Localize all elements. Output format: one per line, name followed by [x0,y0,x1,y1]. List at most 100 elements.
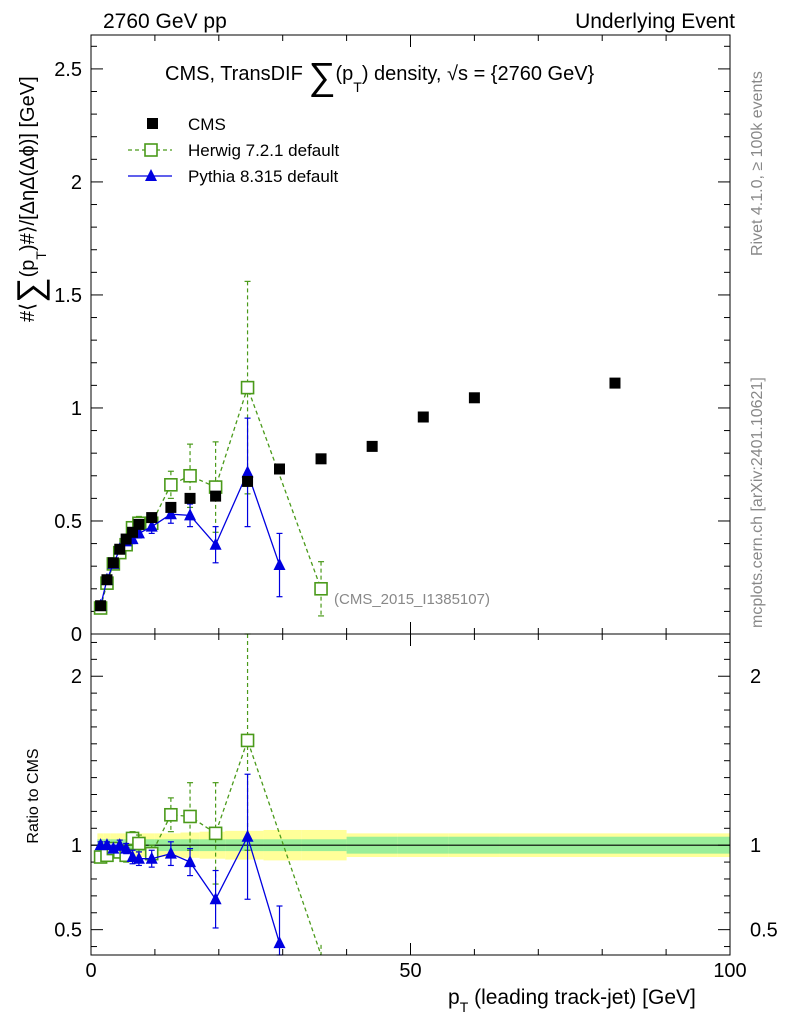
x-tick-label: 50 [399,960,421,982]
main-point-cms [468,392,480,404]
ratio-point-pythia [209,892,222,905]
main-series-cms [95,377,621,612]
main-point-cms [366,440,378,452]
xlabel-rest: (leading track-jet) [GeV] [468,986,696,1009]
ratio-point-pythia [113,838,126,851]
x-tick-label: 100 [713,960,746,982]
svg-text:#⟨∑(pT)#⟩/[ΔηΔ(Δϕ)] [GeV]: #⟨∑(pT)#⟩/[ΔηΔ(Δϕ)] [GeV] [9,76,50,322]
ylabel-subscript: T [33,251,49,260]
data-series [93,280,621,956]
xlabel-subscript: T [460,999,469,1015]
main-point-herwig [314,581,328,596]
x-tick-label: 0 [85,960,96,982]
main-point-cms [114,543,126,555]
main-point-pythia [209,537,222,550]
legend-marker-herwig [144,143,158,157]
legend-marker-cms [147,118,158,129]
svg-text:CMS, TransDIF ∑(pT) density, √: CMS, TransDIF ∑(pT) density, √s = {2760 … [165,56,595,98]
ratio-point-herwig [208,826,223,841]
main-point-cms [609,377,621,389]
main-point-cms [417,411,429,423]
ylabel-p: (p [17,260,39,278]
ratio-point-pythia [100,838,113,851]
main-point-cms [133,518,145,530]
ratio-y-tick-label-right: 1 [750,835,761,857]
ratio-point-pythia [241,829,254,842]
ratio-point-pythia [184,855,197,868]
title-prefix: CMS, TransDIF [165,63,308,85]
y-tick-label: 1.5 [54,285,82,307]
title-close: ) [362,63,369,85]
main-point-cms [242,475,254,487]
main-point-herwig [183,468,197,483]
y-tick-label: 1 [71,398,82,420]
x-axis-label: pT (leading track-jet) [GeV] [448,986,696,1015]
title-p: (p [335,63,353,85]
header-right: Underlying Event [575,10,735,33]
legend-label-pythia: Pythia 8.315 default [188,167,339,186]
main-point-cms [274,463,286,475]
ylabel-sum-symbol: ∑ [9,277,50,303]
dataset-label: (CMS_2015_I1385107) [334,591,490,608]
ratio-y-axis-label: Ratio to CMS [25,748,42,843]
source-label: mcplots.cern.ch [arXiv:2401.10621] [749,377,766,628]
main-point-pythia [241,465,254,478]
ratio-point-pythia [145,851,158,864]
y-axis-label: #⟨∑(pT)#⟩/[ΔηΔ(Δϕ)] [GeV] [9,76,50,322]
svg-text:pT (leading track-jet) [GeV]: pT (leading track-jet) [GeV] [448,986,696,1015]
main-point-pythia [164,507,177,520]
legend-marker-pythia [145,169,157,181]
ratio-y-tick-label-right: 0.5 [750,920,778,942]
main-point-pythia [145,519,158,532]
ratio-point-pythia [120,841,133,854]
main-point-herwig [240,380,255,395]
ratio-plot-frame [90,633,731,956]
header-left: 2760 GeV pp [103,10,227,33]
title-suffix: density, √s = {2760 GeV} [368,63,594,85]
ratio-point-herwig [240,733,255,748]
ratio-y-tick-label-left: 0.5 [54,920,82,942]
title-sum-symbol: ∑ [308,56,335,98]
main-plot-frame [90,34,731,635]
legend-label-herwig: Herwig 7.2.1 default [188,141,339,160]
main-point-cms [210,490,222,502]
ratio-series-herwig [93,633,322,956]
ratio-point-herwig [183,809,197,824]
main-point-cms [95,600,107,612]
legend-label-cms: CMS [188,115,226,134]
main-point-pythia [184,508,197,521]
y-tick-label: 0.5 [54,511,82,533]
ratio-point-pythia [273,936,286,949]
main-point-cms [107,557,119,569]
ylabel-a: #⟨ [17,303,39,322]
plot-title: CMS, TransDIF ∑(pT) density, √s = {2760 … [165,56,595,98]
main-point-cms [127,526,139,538]
legend: CMS Herwig 7.2.1 default Pythia 8.315 de… [128,115,339,186]
y-tick-label: 2.5 [54,59,82,81]
title-subscript: T [353,79,362,95]
main-point-cms [315,453,327,465]
ratio-point-pythia [164,846,177,859]
uncertainty-band [91,829,730,861]
main-point-cms [120,533,132,545]
y-tick-label: 0 [71,624,82,646]
ratio-point-pythia [132,851,145,864]
main-point-pythia [273,558,286,571]
ylabel-b: )#⟩/[ΔηΔ(Δϕ)] [GeV] [17,76,39,251]
ratio-point-herwig [132,836,146,851]
main-point-herwig [164,478,178,492]
ratio-y-tick-label-left: 2 [71,666,82,688]
main-point-cms [146,512,158,524]
xlabel-p: p [448,986,460,1009]
rivet-version-label: Rivet 4.1.0, ≥ 100k events [749,71,766,256]
ratio-series-pythia [94,773,286,956]
main-point-cms [165,501,177,513]
ratio-point-herwig [164,807,178,822]
main-point-cms [101,574,113,586]
main-series-herwig [93,280,328,617]
ratio-point-pythia [107,841,120,854]
y-tick-label: 2 [71,172,82,194]
main-point-cms [184,492,196,504]
